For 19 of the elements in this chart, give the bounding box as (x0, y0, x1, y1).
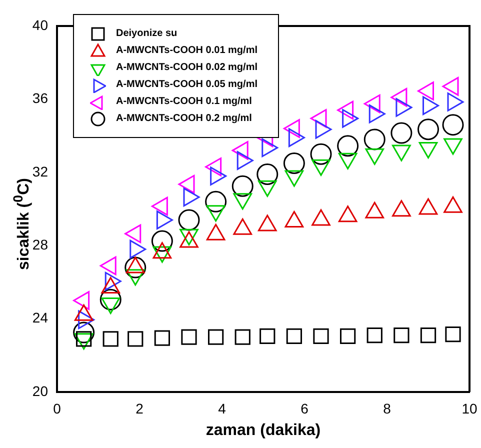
x-axis-title: zaman (dakika) (206, 422, 321, 439)
legend-label: A-MWCNTs-COOH 0.2 mg/ml (116, 112, 252, 126)
x-tick-label: 0 (53, 400, 62, 416)
y-tick-label: 36 (32, 90, 48, 106)
y-tick-label: 32 (32, 163, 48, 180)
legend-label: A-MWCNTs-COOH 0.1 mg/ml (116, 95, 252, 109)
x-tick-label: 4 (218, 400, 226, 416)
legend-label: A-MWCNTs-COOH 0.05 mg/ml (116, 78, 258, 92)
legend-label: A-MWCNTs-COOH 0.02 mg/ml (116, 61, 258, 75)
y-tick-label: 24 (32, 310, 48, 326)
x-tick-label: 10 (462, 400, 478, 416)
legend-label: A-MWCNTs-COOH 0.01 mg/ml (116, 44, 258, 58)
y-tick-label: 20 (32, 382, 48, 399)
x-tick-label: 8 (383, 400, 392, 416)
y-tick-label: 28 (32, 236, 48, 252)
x-tick-label: 6 (300, 400, 309, 416)
legend-label: Deiyonize su (116, 27, 178, 41)
y-tick-label: 40 (32, 16, 48, 33)
x-tick-label: 2 (136, 400, 144, 416)
